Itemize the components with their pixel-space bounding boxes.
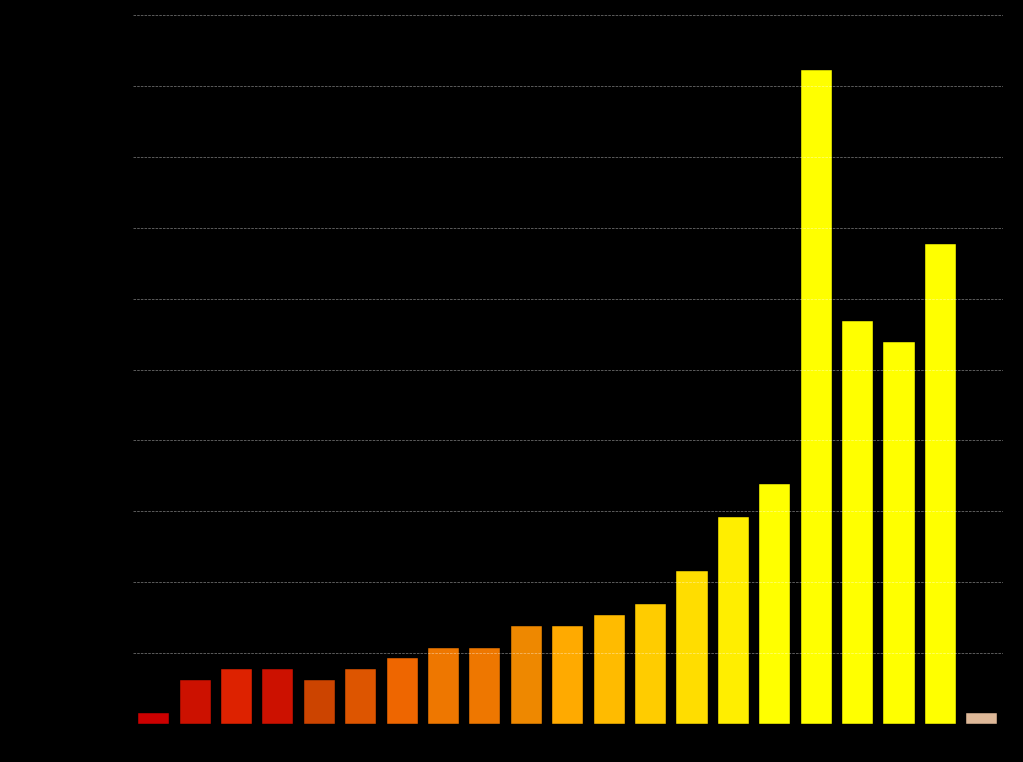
- Bar: [925, 244, 955, 724]
- Bar: [635, 604, 666, 724]
- Bar: [967, 713, 997, 724]
- Bar: [470, 648, 500, 724]
- Bar: [387, 658, 417, 724]
- Bar: [593, 615, 625, 724]
- Bar: [304, 680, 335, 724]
- Bar: [718, 517, 749, 724]
- Bar: [552, 626, 583, 724]
- Bar: [801, 70, 832, 724]
- Bar: [262, 669, 294, 724]
- Bar: [138, 713, 169, 724]
- Bar: [345, 669, 376, 724]
- Bar: [180, 680, 211, 724]
- Bar: [221, 669, 252, 724]
- Bar: [676, 572, 708, 724]
- Bar: [884, 342, 915, 724]
- Bar: [759, 484, 791, 724]
- Bar: [510, 626, 542, 724]
- Bar: [428, 648, 459, 724]
- Bar: [842, 321, 874, 724]
